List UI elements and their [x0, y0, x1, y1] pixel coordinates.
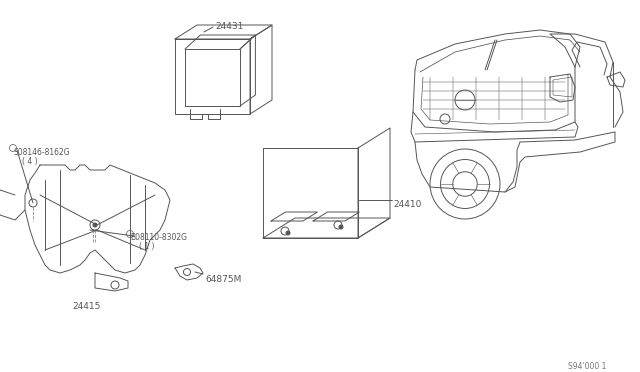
- Text: 24431: 24431: [215, 22, 243, 31]
- Text: 64875M: 64875M: [205, 275, 241, 284]
- Text: 24410: 24410: [393, 200, 421, 209]
- Text: B08110-8302G: B08110-8302G: [130, 233, 187, 242]
- Text: ( 4 ): ( 4 ): [22, 157, 38, 166]
- Circle shape: [339, 225, 343, 229]
- Text: S94'000 1: S94'000 1: [568, 362, 606, 371]
- Circle shape: [93, 223, 97, 227]
- Text: S08146-8162G: S08146-8162G: [13, 148, 70, 157]
- Text: ( 1 ): ( 1 ): [139, 242, 154, 251]
- Text: 24415: 24415: [72, 302, 100, 311]
- Circle shape: [286, 231, 290, 235]
